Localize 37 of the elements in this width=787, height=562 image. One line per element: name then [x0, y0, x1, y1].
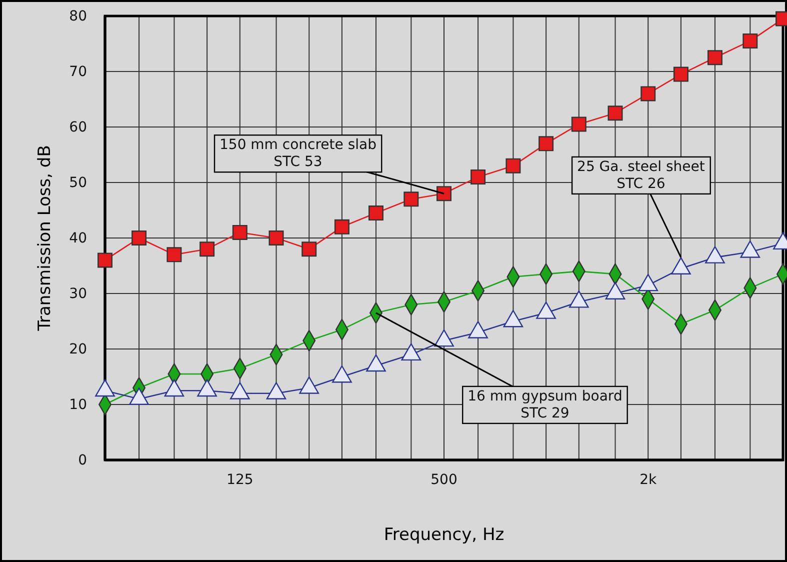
annotation: 16 mm gypsum board STC 29	[468, 388, 622, 422]
x-tick-label: 500	[430, 472, 458, 488]
point	[200, 242, 215, 257]
point	[470, 169, 486, 184]
point	[571, 116, 586, 132]
x-axis-title: Frequency, Hz	[384, 525, 504, 545]
point	[506, 158, 521, 174]
point	[538, 136, 554, 152]
y-tick-label: 20	[69, 341, 87, 358]
point	[368, 206, 384, 221]
annotation: 150 mm concrete slab STC 53	[220, 137, 377, 170]
annotation: 25 Ga. steel sheet STC 26	[577, 158, 706, 192]
point	[98, 252, 112, 268]
point	[707, 50, 722, 66]
x-tick-label: 125	[226, 472, 254, 488]
point	[302, 242, 317, 257]
point	[232, 224, 248, 240]
point	[742, 33, 758, 48]
y-tick-label: 30	[69, 286, 87, 302]
y-tick-label: 10	[69, 396, 87, 413]
point	[673, 66, 688, 82]
y-axis-title: Transmission Loss, dB	[35, 145, 55, 332]
x-tick-label: 2k	[640, 472, 658, 488]
point	[436, 186, 452, 202]
y-tick-label: 0	[78, 452, 87, 468]
point	[166, 247, 182, 262]
point	[334, 219, 350, 234]
y-tick-label: 70	[69, 64, 87, 80]
point	[268, 230, 284, 246]
y-tick-label: 40	[69, 230, 87, 246]
point	[640, 86, 656, 102]
point	[404, 192, 419, 207]
point	[132, 230, 147, 246]
y-tick-label: 50	[69, 174, 87, 191]
point	[608, 106, 623, 121]
y-tick-label: 60	[69, 119, 87, 136]
y-tick-label: 80	[69, 8, 87, 24]
